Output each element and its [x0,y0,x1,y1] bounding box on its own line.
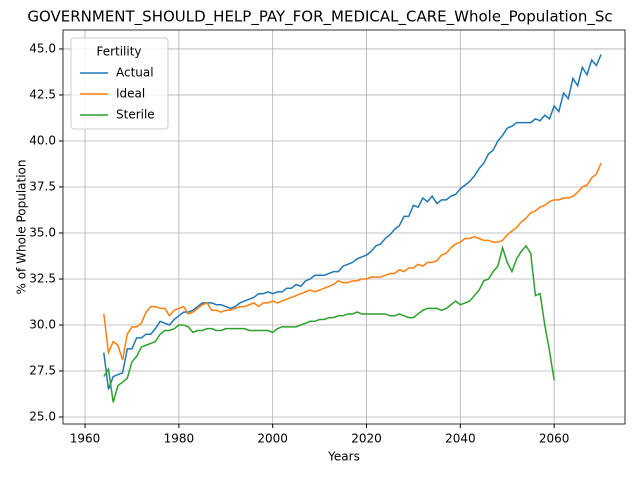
series-line [103,162,602,361]
series-line [103,244,555,403]
y-tick-label: 37.5 [29,179,56,193]
y-tick-label: 35.0 [29,225,56,239]
x-tick-label: 2060 [539,432,570,446]
y-tick-label: 45.0 [29,41,56,55]
y-tick-label: 25.0 [29,410,56,424]
series-line [103,54,602,390]
legend-label: Sterile [116,108,155,122]
legend-label: Ideal [116,87,145,101]
y-tick-label: 40.0 [29,133,56,147]
x-tick-label: 2020 [351,432,382,446]
x-tick-label: 1980 [164,432,195,446]
legend-box [70,37,169,130]
y-tick-label: 27.5 [29,364,56,378]
y-tick-label: 32.5 [29,271,56,285]
x-tick-label: 2040 [445,432,476,446]
legend-label: Actual [116,66,154,80]
x-axis-label: Years [327,450,360,464]
y-tick-label: 30.0 [29,317,56,331]
x-tick-label: 2000 [257,432,288,446]
chart-title: GOVERNMENT_SHOULD_HELP_PAY_FOR_MEDICAL_C… [27,8,612,27]
y-axis-label: % of Whole Population [15,160,29,295]
x-tick-label: 1960 [70,432,101,446]
legend-title: Fertility [96,45,141,59]
y-tick-label: 42.5 [29,87,56,101]
plot-frame [62,29,626,425]
